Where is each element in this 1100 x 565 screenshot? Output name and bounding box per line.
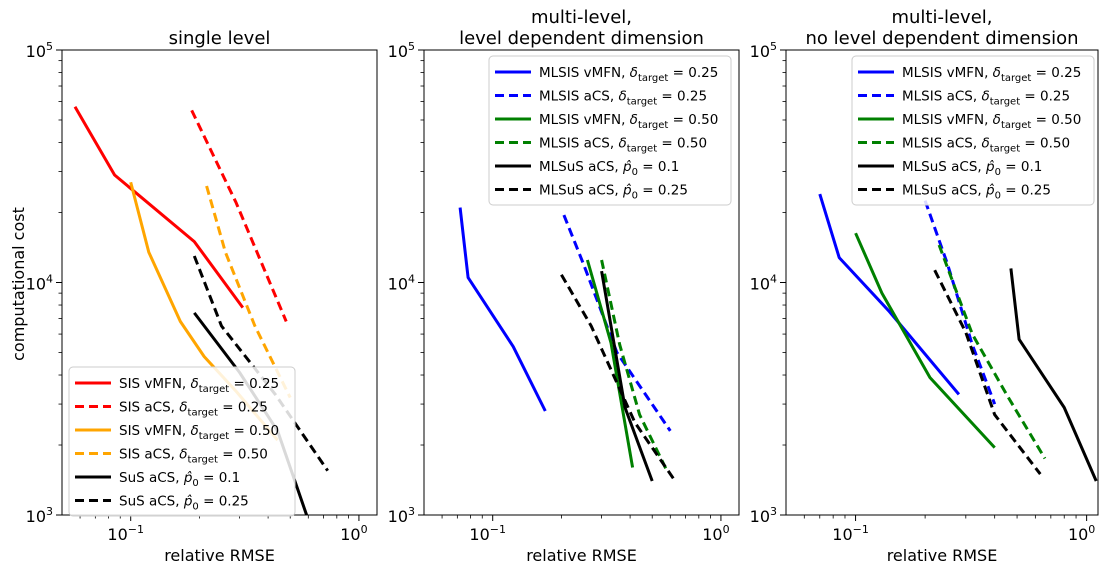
series-line-1: [73, 106, 245, 309]
minor-ticks: [782, 60, 1077, 519]
series-line-4: [205, 185, 292, 399]
series-line-3: [585, 259, 635, 468]
chart-title: multi-level,: [891, 7, 992, 28]
legend-label-2: MLSIS aCS, δtarget = 0.25: [902, 89, 1070, 108]
minor-ticks: [58, 60, 349, 519]
minor-ticks: [420, 60, 711, 519]
x-axis-label: relative RMSE: [887, 546, 998, 565]
x-tick-label: 10−1: [107, 523, 144, 544]
series-line-2: [923, 200, 997, 405]
axes-frame: [423, 49, 740, 516]
x-axis-label: relative RMSE: [526, 546, 637, 565]
series-lines: [458, 207, 677, 482]
legend-label-2: SIS aCS, δtarget = 0.25: [119, 400, 268, 419]
legend-label-4: MLSIS aCS, δtarget = 0.50: [539, 136, 707, 155]
legend-box: [488, 55, 732, 206]
chart-panel-2: 10−1 100 103 104 105 multi-level,level depend…: [388, 7, 740, 565]
series-line-2: [190, 109, 288, 322]
series-line-3: [854, 232, 996, 449]
legend-label-1: MLSIS vMFN, δtarget = 0.25: [539, 65, 718, 84]
legend-label-5: MLSuS aCS, p̂0 = 0.1: [902, 159, 1042, 178]
legend-label-6: MLSuS aCS, p̂0 = 0.25: [902, 183, 1051, 202]
series-line-5: [600, 270, 654, 482]
y-tick-label: 104: [26, 273, 53, 294]
legend-label-2: MLSIS aCS, δtarget = 0.25: [539, 89, 707, 108]
legend-label-5: SuS aCS, p̂0 = 0.1: [119, 470, 240, 489]
legend-label-1: SIS vMFN, δtarget = 0.25: [119, 376, 279, 395]
x-tick-label: 10−1: [832, 523, 869, 544]
charts-group: 10−1 100 103 104 105 single level relative RMS…: [26, 7, 1099, 565]
legend-label-6: SuS aCS, p̂0 = 0.25: [119, 494, 249, 513]
y-tick-label: 105: [26, 40, 53, 61]
y-tick-label: 104: [388, 273, 415, 294]
series-line-4: [937, 244, 1047, 460]
legend-label-3: MLSIS vMFN, δtarget = 0.50: [539, 112, 718, 131]
x-tick-label: 10−1: [469, 523, 506, 544]
legend-label-5: MLSuS aCS, p̂0 = 0.1: [539, 159, 679, 178]
legend-label-3: MLSIS vMFN, δtarget = 0.50: [902, 112, 1081, 131]
series-line-6: [933, 269, 1042, 476]
legend: MLSIS vMFN, δtarget = 0.25 MLSIS aCS, δta…: [851, 55, 1095, 206]
y-tick-label: 104: [750, 273, 777, 294]
series-line-1: [458, 207, 547, 412]
chart-panel-3: 10−1 100 103 104 105 multi-level,no level dep…: [750, 7, 1099, 565]
chart-title: no level dependent dimension: [805, 28, 1078, 49]
chart-title: level dependent dimension: [459, 28, 704, 49]
series-line-6: [560, 273, 677, 482]
chart-panel-1: 10−1 100 103 104 105 single level relative RMS…: [26, 28, 378, 565]
series-lines: [818, 193, 1098, 482]
y-axis-label: computational cost: [9, 207, 28, 361]
series-line-1: [818, 193, 961, 396]
legend-label-1: MLSIS vMFN, δtarget = 0.25: [902, 65, 1081, 84]
series-line-6: [192, 255, 329, 472]
axes-frame: [785, 49, 1099, 516]
x-axis-label: relative RMSE: [164, 546, 275, 565]
series-line-5: [1009, 268, 1098, 482]
chart-title: multi-level,: [531, 7, 632, 28]
legend: MLSIS vMFN, δtarget = 0.25 MLSIS aCS, δta…: [488, 55, 732, 206]
legend-box: [68, 366, 296, 517]
x-tick-label: 100: [340, 523, 367, 544]
legend: SIS vMFN, δtarget = 0.25 SIS aCS, δtarget…: [68, 366, 296, 517]
y-tick-label: 103: [750, 505, 777, 526]
chart-title: single level: [169, 28, 271, 49]
x-tick-label: 100: [1068, 523, 1095, 544]
series-line-2: [562, 214, 672, 432]
legend-label-3: SIS vMFN, δtarget = 0.50: [119, 423, 279, 442]
series-line-4: [600, 259, 669, 472]
y-tick-label: 105: [388, 40, 415, 61]
legend-label-6: MLSuS aCS, p̂0 = 0.25: [539, 183, 688, 202]
y-tick-label: 103: [26, 505, 53, 526]
legend-box: [851, 55, 1095, 206]
x-tick-label: 100: [702, 523, 729, 544]
y-tick-label: 103: [388, 505, 415, 526]
y-tick-label: 105: [750, 40, 777, 61]
legend-label-4: MLSIS aCS, δtarget = 0.50: [902, 136, 1070, 155]
legend-label-4: SIS aCS, δtarget = 0.50: [119, 447, 268, 466]
